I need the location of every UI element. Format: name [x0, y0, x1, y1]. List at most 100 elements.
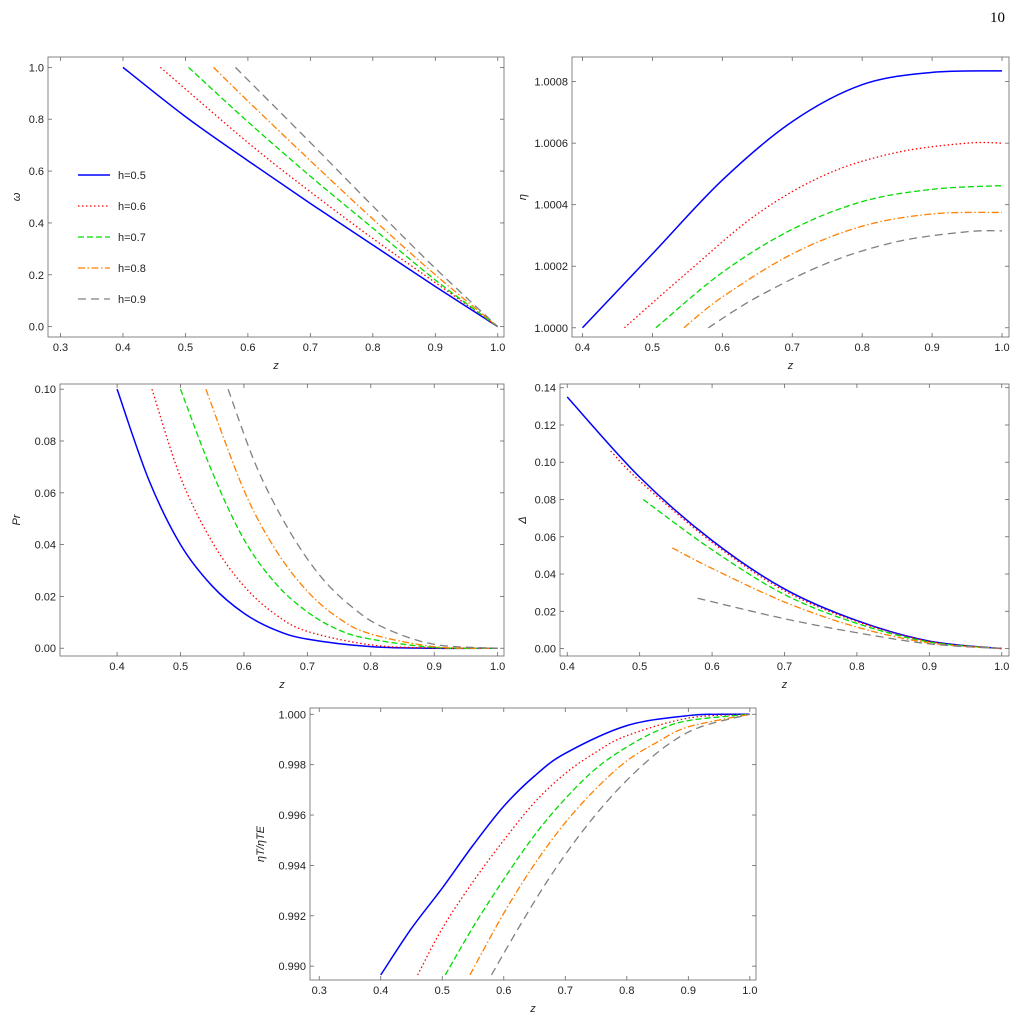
plot-frame: [309, 707, 757, 981]
y-tick-label: 1.0000: [534, 323, 568, 335]
y-tick-label: 0.4: [29, 218, 44, 230]
y-tick-label: 0.04: [535, 569, 556, 581]
plot-frame: [571, 56, 1010, 338]
x-tick-label: 0.6: [496, 985, 511, 997]
x-tick-label: 0.8: [363, 661, 378, 673]
x-tick-label: 1.0: [490, 342, 505, 354]
x-tick-label: 0.7: [300, 661, 315, 673]
y-tick-label: 0.08: [535, 495, 556, 507]
x-axis-label: z: [787, 360, 794, 372]
chart-eta: 0.4 0.5 0.6 0.7 0.8 0.9 1.0 1.0000 1.0002 1.0004 1…: [517, 56, 1010, 372]
y-tick-label: 1.0002: [534, 261, 568, 273]
plot-frame: [47, 56, 505, 338]
x-tick-label: 0.7: [785, 342, 800, 354]
x-tick-label: 0.4: [109, 661, 124, 673]
x-tick-label: 0.8: [365, 342, 380, 354]
series-line-h08: [683, 211, 1003, 329]
y-tick-label: 0.00: [535, 644, 556, 656]
chart-ratio: 0.3 0.4 0.5 0.6 0.7 0.8 0.9 1.0 0.990 0.992 0.994 0…: [255, 707, 757, 1015]
x-tick-label: 0.6: [704, 661, 719, 673]
series-line-h05: [116, 388, 498, 650]
legend-entry: h=0.9: [118, 294, 146, 306]
plot-frame: [59, 383, 505, 657]
legend-entry: h=0.6: [118, 201, 146, 213]
x-axis-label: z: [781, 679, 788, 691]
x-tick-label: 1.0: [994, 342, 1009, 354]
chart-omega: 0.3 0.4 0.5 0.6 0.7 0.8 0.9 1.0 0.0 0.2 0.4 0.6 0.8 1…: [11, 56, 505, 372]
y-tick-label: 1.0008: [534, 77, 568, 89]
x-tick-label: 0.7: [777, 661, 792, 673]
series-line-h09: [227, 388, 498, 649]
x-tick-label: 0.6: [715, 342, 730, 354]
legend-entry: h=0.7: [118, 232, 146, 244]
series-line-h07: [188, 66, 499, 328]
series-line-h07: [179, 388, 498, 650]
x-axis-label: z: [529, 1003, 536, 1015]
x-tick-label: 0.5: [645, 342, 660, 354]
series-line-h07: [444, 713, 750, 976]
x-tick-label: 0.9: [681, 985, 696, 997]
x-tick-label: 0.6: [236, 661, 251, 673]
x-axis-label: z: [278, 679, 285, 691]
legend-entry: h=0.8: [118, 263, 146, 275]
series-line-h05: [581, 70, 1003, 329]
series-line-h08: [671, 547, 1002, 650]
page-number: 10: [990, 10, 1005, 26]
y-axis-label: ηT/ηTE: [255, 825, 267, 862]
series-line-h08: [205, 388, 498, 649]
x-tick-label: 0.5: [173, 661, 188, 673]
x-tick-label: 0.8: [619, 985, 634, 997]
y-tick-label: 0.10: [535, 457, 556, 469]
x-tick-label: 0.3: [312, 985, 327, 997]
x-tick-label: 1.0: [994, 661, 1009, 673]
series-line-h07: [642, 498, 1002, 650]
series-line-h06: [160, 66, 499, 328]
legend-entry: h=0.5: [118, 170, 146, 182]
x-tick-label: 0.8: [855, 342, 870, 354]
series-line-h07: [655, 184, 1003, 329]
x-tick-label: 0.9: [924, 342, 939, 354]
y-axis-label: η: [517, 194, 529, 200]
x-tick-label: 0.4: [115, 342, 130, 354]
series-line-h09: [697, 597, 1002, 650]
x-tick-label: 0.8: [849, 661, 864, 673]
x-tick-label: 0.4: [373, 985, 388, 997]
series-line-h05: [566, 396, 1002, 650]
x-tick-label: 0.6: [240, 342, 255, 354]
series-line-h09: [234, 66, 499, 328]
x-tick-label: 0.4: [575, 342, 590, 354]
x-tick-label: 0.9: [428, 342, 443, 354]
x-tick-label: 0.5: [178, 342, 193, 354]
series-line-h09: [490, 713, 751, 976]
y-axis-label: Pr: [11, 513, 23, 525]
y-tick-label: 1.0: [29, 62, 44, 74]
series-line-h06: [417, 713, 750, 976]
series-line-h06: [624, 141, 1003, 329]
y-tick-label: 0.10: [35, 384, 56, 396]
y-tick-label: 0.990: [278, 961, 306, 973]
x-tick-label: 0.7: [558, 985, 573, 997]
y-tick-label: 0.6: [29, 166, 44, 178]
y-axis-label: Δ: [517, 516, 529, 524]
y-tick-label: 0.12: [535, 420, 556, 432]
x-tick-label: 0.5: [435, 985, 450, 997]
y-tick-label: 0.14: [535, 383, 556, 395]
y-tick-label: 0.998: [278, 760, 306, 772]
x-axis-label: z: [272, 360, 279, 372]
series-line-h05: [122, 66, 499, 328]
x-tick-label: 0.9: [922, 661, 937, 673]
series-line-h06: [610, 450, 1002, 650]
y-tick-label: 0.04: [35, 540, 56, 552]
y-tick-label: 1.0004: [534, 200, 568, 212]
series-line-h06: [151, 388, 498, 649]
y-axis-label: ω: [11, 192, 23, 201]
y-tick-label: 0.8: [29, 114, 44, 126]
y-tick-label: 0.0: [29, 322, 44, 334]
y-tick-label: 0.2: [29, 270, 44, 282]
series-line-h08: [469, 713, 750, 976]
x-tick-label: 0.4: [560, 661, 575, 673]
y-tick-label: 0.06: [535, 532, 556, 544]
x-tick-label: 0.7: [303, 342, 318, 354]
y-tick-label: 1.000: [278, 709, 306, 721]
